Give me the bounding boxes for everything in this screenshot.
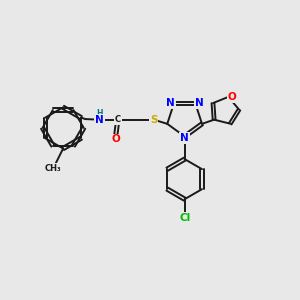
Text: C: C bbox=[115, 115, 121, 124]
Text: N: N bbox=[180, 133, 189, 143]
Text: N: N bbox=[95, 115, 104, 125]
Text: N: N bbox=[194, 98, 203, 108]
Text: CH₃: CH₃ bbox=[44, 164, 61, 173]
Text: S: S bbox=[150, 115, 158, 125]
Text: O: O bbox=[227, 92, 236, 102]
Text: N: N bbox=[166, 98, 175, 108]
Text: Cl: Cl bbox=[179, 213, 190, 223]
Text: H: H bbox=[96, 109, 103, 118]
Text: O: O bbox=[111, 134, 120, 144]
